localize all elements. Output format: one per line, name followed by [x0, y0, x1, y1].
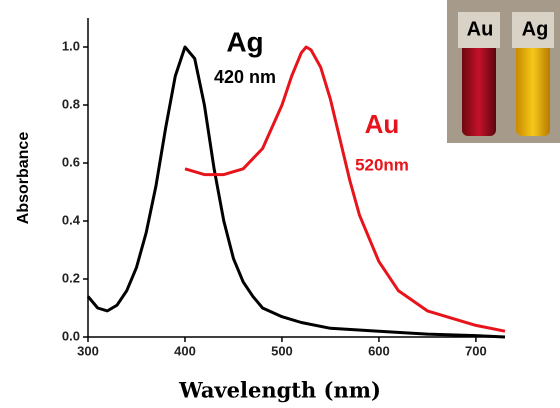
y-tick-label: 0.4 — [62, 212, 81, 227]
y-axis-title: Absorbance — [15, 132, 32, 225]
annotation: Ag — [226, 26, 263, 57]
cap — [512, 12, 554, 48]
y-tick-label: 0.8 — [62, 96, 80, 111]
y-tick-label: 0.0 — [62, 328, 80, 343]
y-tick-label: 1.0 — [62, 38, 80, 53]
annotation: Au — [365, 109, 400, 139]
inset-photo: Au Ag — [447, 0, 560, 143]
x-tick-label: 500 — [271, 343, 293, 358]
x-tick-label: 400 — [174, 343, 196, 358]
x-tick-label: 700 — [465, 343, 487, 358]
x-tick-label: 600 — [368, 343, 390, 358]
annotation: 420 nm — [214, 67, 276, 87]
vial-ag — [516, 40, 550, 136]
y-tick-label: 0.2 — [62, 270, 80, 285]
line-series — [184, 45, 506, 333]
annotation: 520nm — [355, 155, 409, 174]
cap — [458, 12, 500, 48]
line-series — [86, 45, 506, 339]
y-tick-label: 0.6 — [62, 154, 80, 169]
inset-label: Au — [467, 18, 494, 40]
inset-label: Ag — [522, 18, 549, 40]
x-axis-title: Wavelength (nm) — [178, 378, 381, 403]
vial-au — [462, 40, 496, 136]
x-tick-label: 300 — [77, 343, 99, 358]
